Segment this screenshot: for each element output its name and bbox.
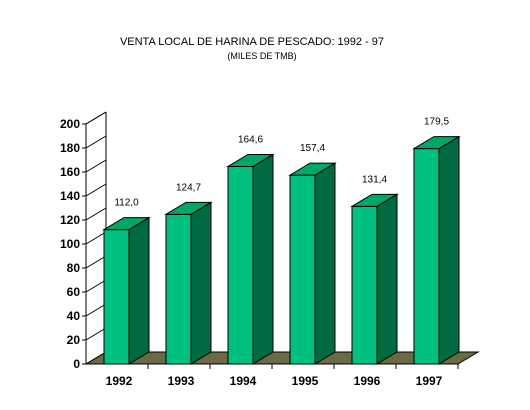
bar-top <box>412 136 461 150</box>
y-tick-depth <box>85 327 107 341</box>
bar-front <box>103 229 130 365</box>
y-tick-depth <box>85 207 107 221</box>
x-tick-label: 1992 <box>106 374 133 388</box>
y-tick-label: 160 <box>60 165 80 179</box>
x-tick-label: 1994 <box>230 374 257 388</box>
y-tick-label: 140 <box>60 189 80 203</box>
bar <box>226 153 275 365</box>
y-tick-label: 200 <box>60 117 80 131</box>
data-label: 124,7 <box>176 182 201 193</box>
y-tick-depth <box>85 159 107 173</box>
x-tick-label: 1996 <box>354 374 381 388</box>
y-tick-depth <box>85 231 107 245</box>
chart-labels: 112,0 124,7 164,6 157,4 131,4 179,5 <box>114 117 449 209</box>
x-tick-label: 1997 <box>416 374 443 388</box>
y-tick-depth <box>85 351 107 365</box>
x-tick-label: 1995 <box>292 374 319 388</box>
chart-title: VENTA LOCAL DE HARINA DE PESCADO: 1992 -… <box>120 36 384 48</box>
data-label: 179,5 <box>424 117 449 128</box>
data-label: 112,0 <box>114 198 139 209</box>
y-tick-depth <box>85 279 107 293</box>
bar-top <box>288 162 337 176</box>
bar-side <box>252 153 274 365</box>
bar-front <box>289 174 316 365</box>
data-label: 157,4 <box>300 143 325 154</box>
data-label: 131,4 <box>362 174 387 185</box>
bar-top <box>226 153 275 167</box>
y-tick-label: 60 <box>67 285 81 299</box>
chart-subtitle: (MILES DE TMB) <box>227 51 296 61</box>
y-tick-label: 120 <box>60 213 80 227</box>
y-tick-depth <box>85 303 107 317</box>
y-tick-label: 180 <box>60 141 80 155</box>
y-tick-depth <box>85 111 107 125</box>
y-tick-label: 0 <box>73 357 80 371</box>
bar <box>102 216 151 365</box>
bar <box>288 162 337 365</box>
bar-side <box>438 135 460 365</box>
bar-front <box>351 205 378 365</box>
bar-side <box>376 193 398 365</box>
bar <box>412 135 461 365</box>
y-tick-label: 80 <box>67 261 81 275</box>
y-tick-label: 100 <box>60 237 80 251</box>
chart-bars <box>102 135 461 365</box>
bar-front <box>165 213 192 365</box>
bar-top <box>350 193 399 207</box>
bar-top <box>102 217 151 231</box>
bar <box>164 201 213 365</box>
data-label: 164,6 <box>238 134 263 145</box>
bar-side <box>190 201 212 365</box>
y-tick-label: 40 <box>67 309 81 323</box>
bar-top <box>164 201 213 215</box>
bar <box>350 193 399 365</box>
bar-side <box>314 162 336 365</box>
x-tick-label: 1993 <box>168 374 195 388</box>
bar-side <box>128 216 150 365</box>
y-tick-label: 20 <box>67 333 81 347</box>
y-tick-depth <box>85 255 107 269</box>
bar-front <box>227 165 254 365</box>
bar-front <box>413 148 440 365</box>
y-tick-depth <box>85 183 107 197</box>
y-tick-depth <box>85 135 107 149</box>
